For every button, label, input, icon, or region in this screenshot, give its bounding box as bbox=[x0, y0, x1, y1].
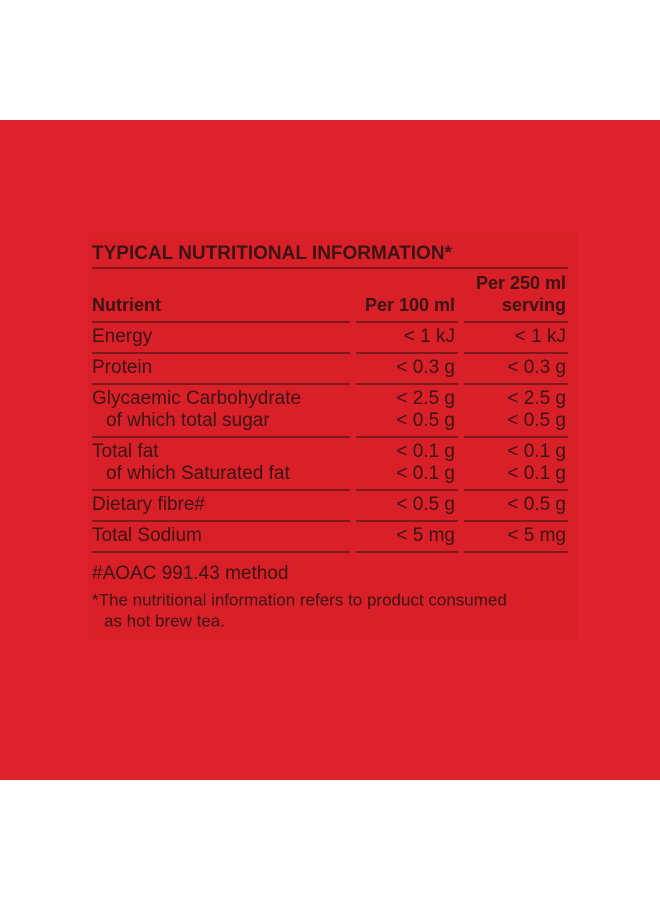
table-cell: < 0.1 g bbox=[396, 463, 455, 484]
table-cell: < 0.5 g bbox=[507, 410, 566, 431]
table-cell: of which total sugar bbox=[106, 410, 270, 431]
table-cell: Energy bbox=[92, 326, 153, 347]
table-cell: < 2.5 g bbox=[507, 388, 566, 409]
table-cell: of which Saturated fat bbox=[106, 463, 290, 484]
table-cell: < 0.3 g bbox=[396, 357, 455, 378]
table-cell: < 2.5 g bbox=[396, 388, 455, 409]
footnote: *The nutritional information refers to p… bbox=[92, 590, 507, 609]
table-cell: < 1 kJ bbox=[404, 326, 455, 347]
table-cell: < 5 mg bbox=[507, 525, 566, 546]
table-cell: Dietary fibre# bbox=[92, 494, 205, 515]
footnote: as hot brew tea. bbox=[104, 611, 225, 630]
title: TYPICAL NUTRITIONAL INFORMATION* bbox=[92, 243, 453, 264]
header-cell: Per 250 ml bbox=[476, 273, 566, 293]
table-cell: < 5 mg bbox=[396, 525, 455, 546]
table-cell: < 0.5 g bbox=[396, 410, 455, 431]
table-cell: < 0.5 g bbox=[507, 494, 566, 515]
table-cell: < 0.1 g bbox=[507, 463, 566, 484]
table-cell: Protein bbox=[92, 357, 152, 378]
table-cell: < 0.3 g bbox=[507, 357, 566, 378]
header-cell: serving bbox=[502, 295, 566, 315]
table-cell: Total fat bbox=[92, 441, 159, 462]
table-cell: < 0.1 g bbox=[396, 441, 455, 462]
header-cell: Nutrient bbox=[92, 295, 161, 315]
table-cell: < 1 kJ bbox=[515, 326, 566, 347]
table-cell: < 0.1 g bbox=[507, 441, 566, 462]
header-cell: Per 100 ml bbox=[365, 295, 455, 315]
table-cell: < 0.5 g bbox=[396, 494, 455, 515]
table-cell: Total Sodium bbox=[92, 525, 202, 546]
table-cell: Glycaemic Carbohydrate bbox=[92, 388, 301, 409]
label-panel bbox=[88, 232, 578, 640]
footnote: #AOAC 991.43 method bbox=[92, 563, 288, 584]
